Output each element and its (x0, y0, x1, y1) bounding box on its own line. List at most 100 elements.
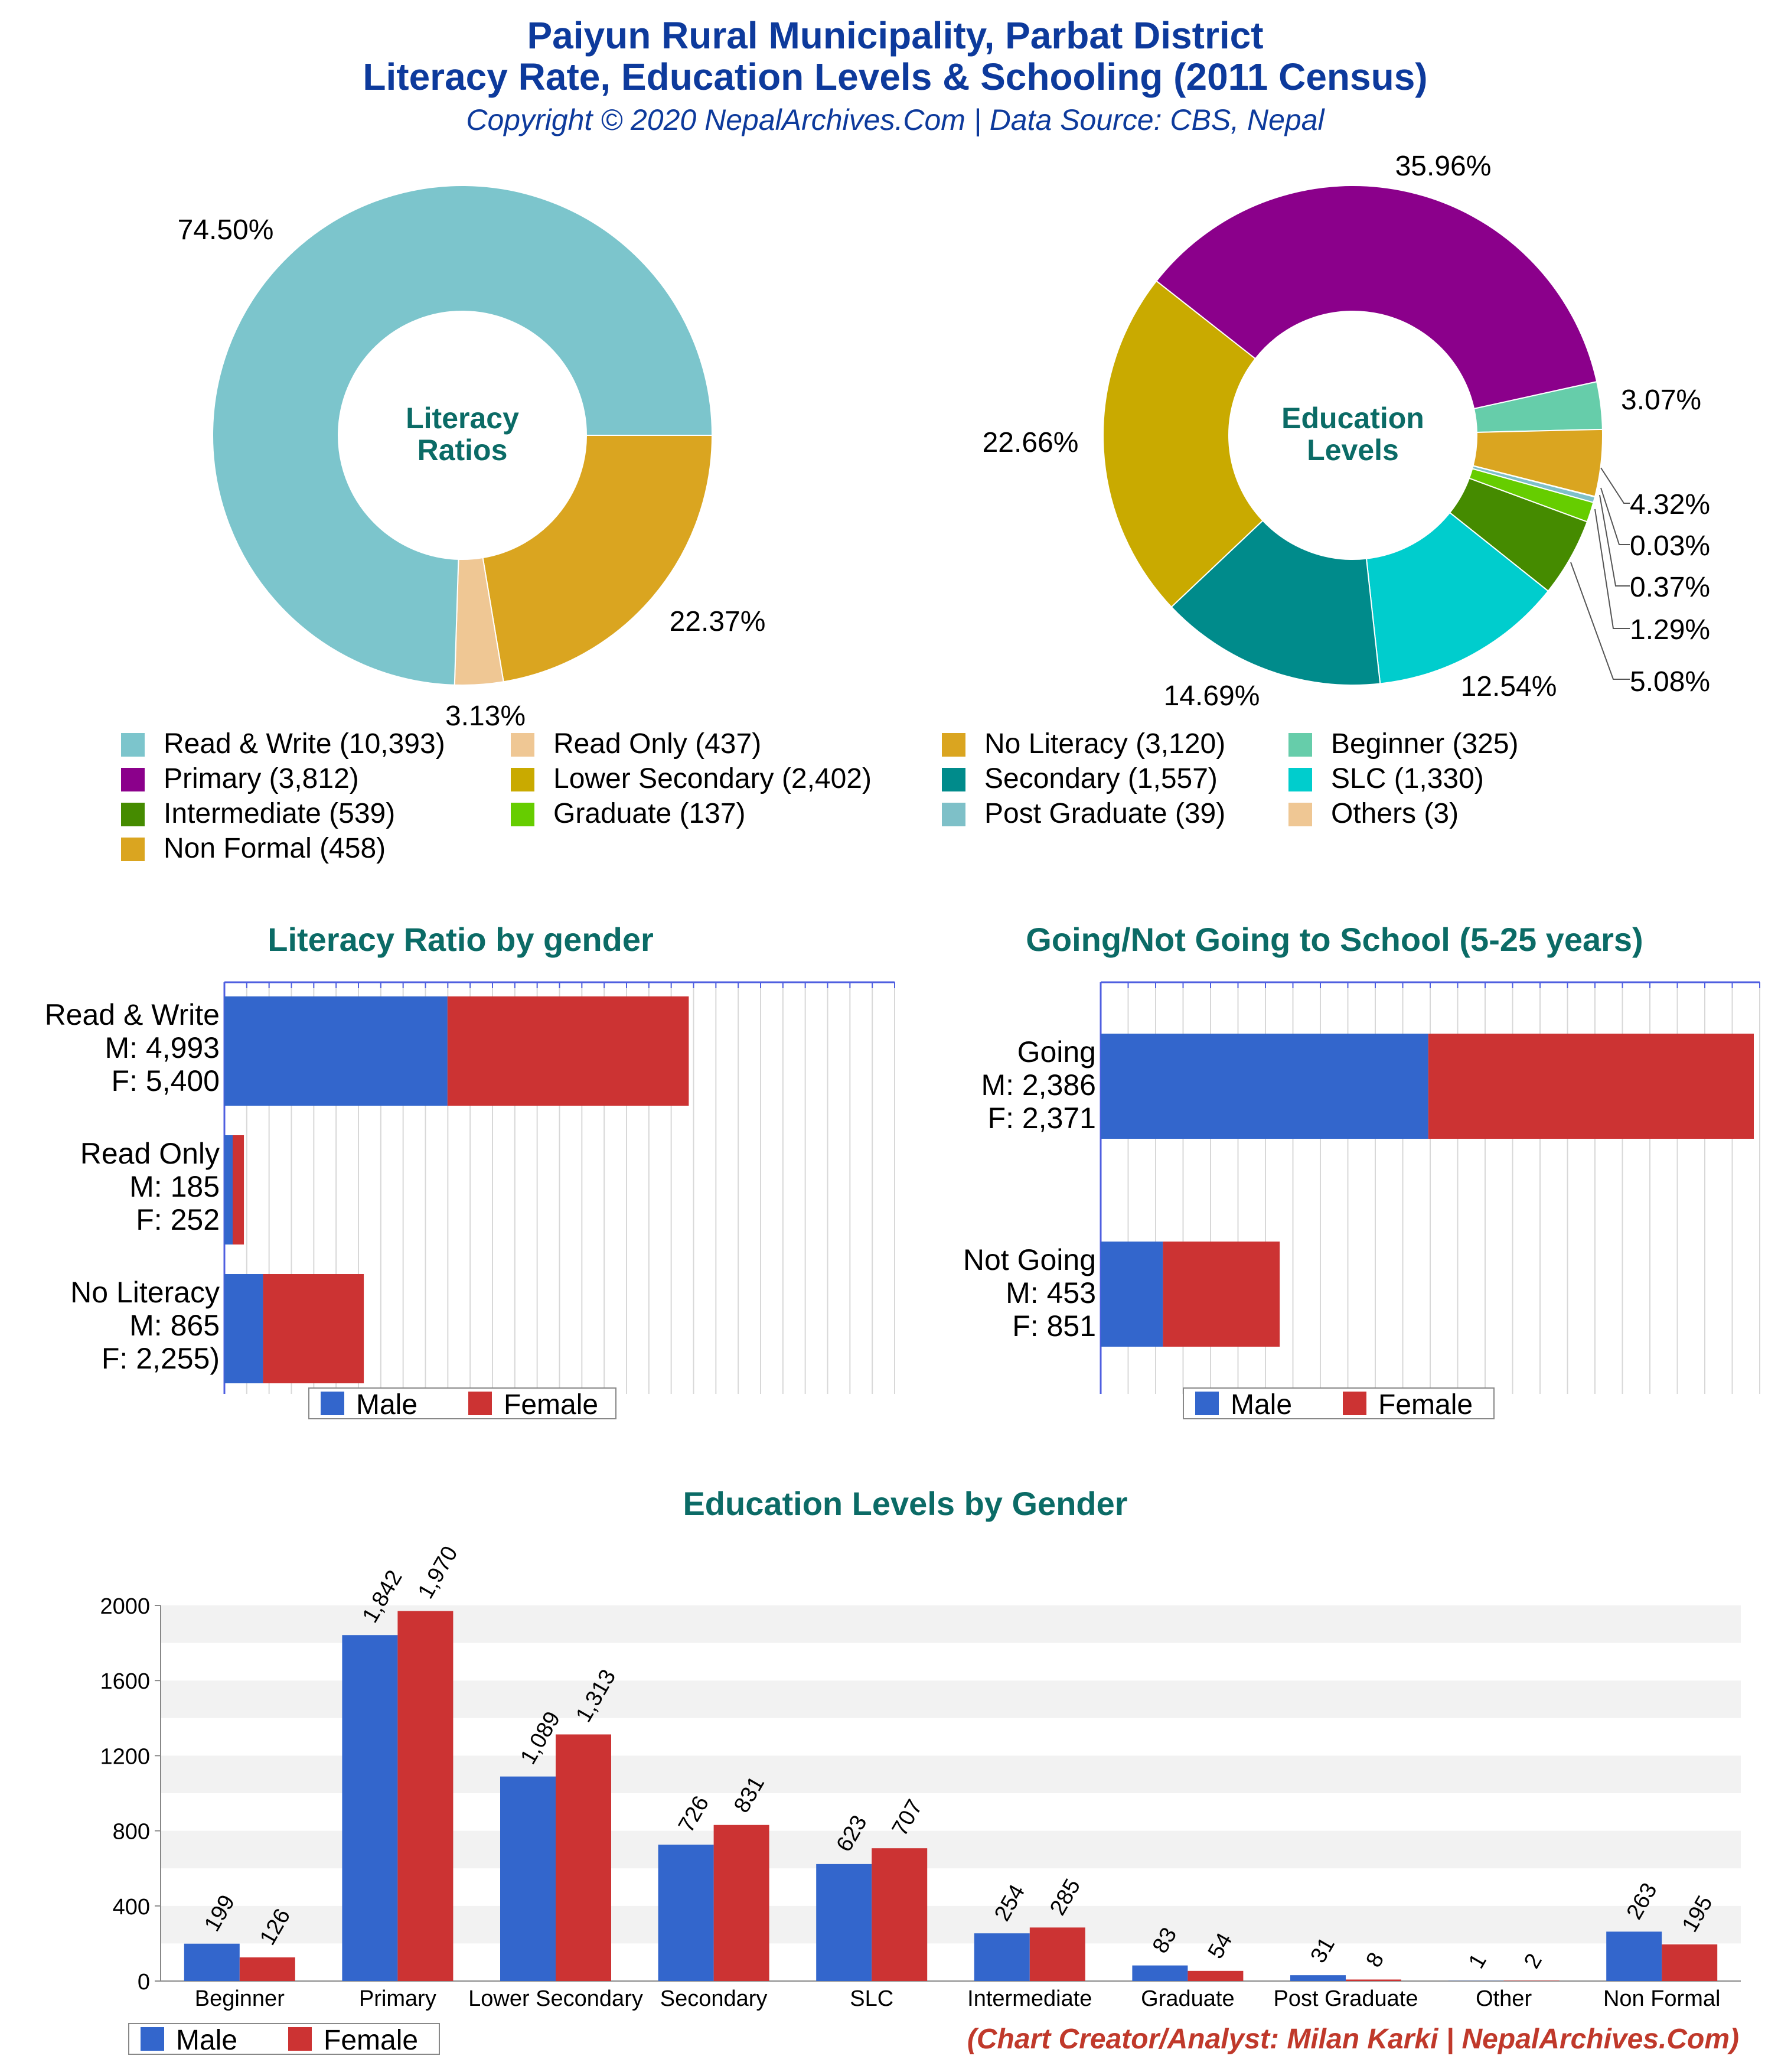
school-going-legend-swatch-male (1195, 1392, 1219, 1415)
literacy-gender-category-label: F: 252 (136, 1203, 220, 1236)
education-leader-line (1570, 562, 1630, 680)
education-gender-legend-female: Female (324, 2025, 418, 2056)
education-gender-value-label: 1,970 (413, 1542, 463, 1603)
education-gender-bar-male (1606, 1931, 1662, 1981)
legend-swatch (942, 768, 965, 791)
school-going-bar-male (1101, 1034, 1428, 1139)
legend-label: Secondary (1,557) (984, 763, 1218, 794)
legend-label: Primary (3,812) (164, 763, 359, 794)
education-pct-label: 1.29% (1630, 614, 1710, 646)
education-gender-legend-box (128, 2023, 440, 2055)
literacy-gender-bar-male (224, 996, 448, 1106)
education-center-label: Education (1281, 402, 1424, 435)
education-gender-bar-male (184, 1943, 240, 1981)
literacy-pct-label: 22.37% (670, 606, 766, 637)
literacy-gender-legend-box (308, 1387, 616, 1419)
education-gender-ytick: 0 (138, 1970, 150, 1995)
header: Paiyun Rural Municipality, Parbat Distri… (363, 14, 1427, 137)
school-going-category-label: M: 2,386 (981, 1068, 1096, 1102)
legend-swatch (121, 733, 145, 757)
education-gender-bar-female (1346, 1979, 1401, 1981)
education-gender-bar-female (1503, 1980, 1560, 1981)
literacy-gender-category-label: F: 2,255) (102, 1342, 220, 1375)
literacy-gender-category-label: M: 185 (129, 1170, 220, 1203)
pie-legend: Read & Write (10,393) Read Only (437) No L… (121, 728, 1519, 864)
legend-label: Graduate (137) (553, 798, 746, 829)
education-leader-line (1599, 494, 1630, 587)
school-going-title: Going/Not Going to School (5-25 years) (1026, 921, 1643, 958)
literacy-center-label: Ratios (417, 434, 508, 467)
school-going-category-label: F: 851 (1012, 1309, 1096, 1343)
school-going-legend-male: Male (1231, 1389, 1292, 1421)
literacy-gender-bar-male (224, 1135, 233, 1244)
literacy-gender-bar-male (224, 1274, 263, 1383)
education-gender-legend-swatch-female (288, 2027, 312, 2051)
education-pct-label: 0.03% (1630, 530, 1710, 562)
education-leader-line (1594, 509, 1630, 629)
education-pct-label: 0.37% (1630, 572, 1710, 603)
literacy-gender-legend-swatch-male (321, 1392, 344, 1415)
legend-label: No Literacy (3,120) (984, 728, 1225, 760)
legend-swatch (121, 838, 145, 861)
education-gender-bar-female (872, 1848, 928, 1981)
school-going-legend-swatch-female (1343, 1392, 1366, 1415)
literacy-slice-read-write (212, 184, 713, 686)
literacy-pct-label: 74.50% (178, 214, 274, 246)
school-going-legend-box (1183, 1387, 1495, 1419)
education-gender-ytick: 400 (113, 1895, 150, 1920)
legend-label: Post Graduate (39) (984, 798, 1225, 829)
education-center-label: Levels (1307, 434, 1399, 467)
education-gender-category-label: Graduate (1141, 1986, 1234, 2011)
legend-swatch (1288, 768, 1312, 791)
education-pct-label: 22.66% (983, 427, 1079, 458)
education-gender-bar-male (816, 1864, 872, 1981)
legend-label: Non Formal (458) (164, 833, 386, 864)
education-gender-title: Education Levels by Gender (683, 1485, 1127, 1522)
education-leader-line (1600, 467, 1630, 504)
legend-label: Beginner (325) (1331, 728, 1519, 760)
school-going-category-label: M: 453 (1006, 1276, 1096, 1309)
education-slice-slc (1365, 512, 1549, 685)
literacy-gender-category-label: M: 865 (129, 1309, 220, 1342)
legend-swatch (1288, 803, 1312, 826)
education-gender-legend-swatch-male (141, 2027, 164, 2051)
education-slice-primary (1155, 185, 1598, 410)
legend-label: Lower Secondary (2,402) (553, 763, 872, 794)
legend-label: Read Only (437) (553, 728, 761, 760)
legend-swatch (511, 803, 534, 826)
education-pct-label: 35.96% (1395, 151, 1492, 182)
education-gender-bar-male (342, 1635, 398, 1981)
literacy-gender-category-label: Read & Write (45, 998, 220, 1031)
literacy-gender-title: Literacy Ratio by gender (267, 921, 654, 958)
education-pct-label: 3.07% (1621, 385, 1701, 416)
education-gender-category-label: Post Graduate (1273, 1986, 1418, 2011)
education-gender-bar-female (1029, 1927, 1085, 1981)
education-gender-category-label: Lower Secondary (468, 1986, 643, 2011)
literacy-gender-bar-female (263, 1274, 364, 1383)
education-gender-category-label: SLC (850, 1986, 893, 2011)
education-gender-bar-male (974, 1933, 1030, 1981)
legend-swatch (121, 768, 145, 791)
education-gender-bar-male (1290, 1975, 1346, 1981)
literacy-gender-bar-female (232, 1135, 244, 1244)
education-gender-bar-female (556, 1734, 611, 1981)
literacy-gender-legend-male: Male (356, 1389, 417, 1421)
legend-label: Others (3) (1331, 798, 1459, 829)
education-pct-label: 5.08% (1630, 666, 1710, 698)
education-gender-category-label: Primary (359, 1986, 436, 2011)
legend-swatch (942, 803, 965, 826)
education-levels-donut: 3.07% 4.32% 0.03% 0.37% 1.29% 5.08% 12.54% 14.6… (983, 151, 1711, 712)
school-going-bar-female (1428, 1034, 1754, 1139)
literacy-gender-legend-swatch-female (468, 1392, 492, 1415)
legend-swatch (511, 733, 534, 757)
literacy-gender-category-label: M: 4,993 (105, 1031, 220, 1064)
education-gender-bar-male (1132, 1965, 1188, 1981)
page-title-line2: Literacy Rate, Education Levels & School… (363, 56, 1427, 98)
legend-label: Intermediate (539) (164, 798, 395, 829)
legend-label: SLC (1,330) (1331, 763, 1484, 794)
credit-text: (Chart Creator/Analyst: Milan Karki | Ne… (967, 2024, 1739, 2055)
education-gender-ytick: 800 (113, 1820, 150, 1845)
education-gender-legend-male: Male (176, 2025, 237, 2056)
